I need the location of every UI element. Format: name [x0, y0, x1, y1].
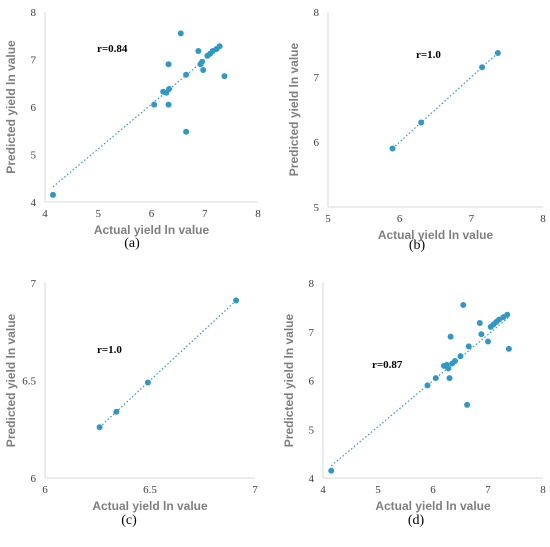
- data-point: [504, 311, 511, 318]
- data-point: [478, 331, 485, 338]
- data-point: [233, 297, 240, 304]
- data-point: [424, 382, 431, 389]
- x-tick-label: 7: [252, 484, 258, 496]
- x-tick-label: 6: [149, 208, 155, 220]
- data-point: [183, 128, 190, 135]
- y-tick-label: 4: [31, 197, 37, 209]
- data-point: [151, 101, 158, 108]
- panel-label: (c): [121, 513, 137, 528]
- x-tick-label: 7: [469, 213, 475, 225]
- correlation-annotation: r=1.0: [416, 49, 441, 61]
- data-point: [496, 316, 502, 323]
- x-tick-label: 4: [42, 208, 48, 220]
- data-point: [165, 61, 172, 68]
- x-tick-label: 5: [325, 213, 331, 225]
- data-point: [445, 365, 452, 372]
- x-tick-label: 6: [397, 213, 403, 225]
- data-point: [476, 319, 483, 326]
- x-tick-label: 7: [202, 208, 208, 220]
- correlation-annotation: r=0.87: [372, 359, 403, 371]
- y-tick-label: 6: [309, 376, 315, 388]
- data-point: [457, 353, 464, 360]
- x-tick-label: 5: [375, 484, 381, 496]
- trendline: [99, 300, 237, 428]
- data-point: [485, 338, 491, 345]
- data-point: [432, 375, 439, 382]
- y-axis-title: Predicted yield ln value: [282, 313, 296, 447]
- trendline: [52, 45, 222, 188]
- data-point: [494, 49, 501, 56]
- data-point: [144, 379, 151, 386]
- data-point: [460, 301, 467, 308]
- panel-label: (b): [408, 238, 426, 253]
- y-tick-label: 7: [314, 72, 320, 84]
- y-tick-label: 7: [309, 327, 315, 339]
- y-axis-title: Predicted yield ln value: [287, 42, 301, 176]
- chart-panel-c: 6 6.5 7 6 6.5 7 Actual yield ln value Predicted…: [4, 278, 258, 513]
- data-point: [465, 343, 472, 350]
- y-tick-label: 8: [314, 7, 320, 19]
- x-tick-label: 7: [485, 484, 491, 496]
- y-tick-label: 6: [314, 137, 320, 149]
- data-point: [200, 66, 207, 73]
- y-tick-label: 7: [31, 278, 37, 290]
- y-tick-label: 5: [309, 424, 315, 436]
- x-tick-label: 8: [540, 213, 546, 225]
- panel-label: (d): [407, 513, 425, 528]
- data-point: [166, 85, 173, 92]
- correlation-annotation: r=1.0: [97, 344, 122, 356]
- data-point: [195, 47, 202, 54]
- data-point: [49, 191, 56, 198]
- y-tick-label: 6: [31, 473, 37, 485]
- y-axis-title: Predicted yield ln value: [4, 40, 18, 174]
- chart-panel-d: 4 5 6 7 8 4 5 6 7 8 Actual yield ln value Predicted…: [282, 278, 546, 513]
- y-tick-label: 8: [31, 7, 37, 19]
- x-tick-label: 6: [42, 484, 48, 496]
- y-axis-title: Predicted yield ln value: [4, 313, 18, 447]
- y-tick-label: 6: [31, 102, 37, 114]
- y-tick-label: 4: [309, 473, 315, 485]
- data-point: [479, 64, 486, 71]
- x-tick-label: 8: [540, 484, 546, 496]
- data-point: [216, 43, 223, 50]
- data-point: [221, 73, 228, 80]
- data-point: [452, 358, 458, 364]
- chart-panel-b: 5 6 7 8 5 6 7 8 Actual yield ln value Predicted y…: [287, 7, 546, 242]
- x-tick-label: 4: [320, 484, 326, 496]
- x-tick-label: 8: [255, 208, 261, 220]
- trendline: [330, 315, 511, 467]
- x-tick-label: 5: [96, 208, 102, 220]
- data-point: [447, 333, 454, 340]
- y-tick-label: 8: [309, 278, 315, 290]
- data-point: [446, 375, 453, 382]
- x-tick-label: 6.5: [143, 484, 157, 496]
- x-tick-label: 6: [430, 484, 436, 496]
- chart-panel-a: 4 5 6 7 8 4 5 6 7 8 Actual yield ln value Predicted…: [4, 7, 261, 237]
- x-axis-title: Actual yield ln value: [375, 499, 491, 513]
- y-tick-label: 7: [31, 55, 37, 67]
- data-point: [389, 145, 396, 152]
- data-point: [505, 345, 512, 352]
- x-axis-title: Actual yield ln value: [378, 228, 494, 242]
- x-axis-title: Actual yield ln value: [92, 499, 208, 513]
- data-point: [418, 119, 425, 126]
- data-point: [464, 401, 471, 408]
- data-point: [183, 71, 190, 78]
- y-tick-label: 5: [314, 202, 320, 214]
- x-axis-title: Actual yield ln value: [94, 223, 210, 237]
- correlation-annotation: r=0.84: [97, 43, 128, 55]
- data-point: [165, 101, 172, 108]
- data-point: [96, 424, 103, 431]
- y-tick-label: 6.5: [22, 376, 36, 388]
- y-tick-label: 5: [31, 150, 37, 162]
- data-point: [199, 58, 206, 65]
- data-point: [113, 408, 120, 415]
- panel-label: (a): [124, 236, 140, 251]
- data-point: [177, 30, 184, 37]
- data-point: [328, 467, 335, 474]
